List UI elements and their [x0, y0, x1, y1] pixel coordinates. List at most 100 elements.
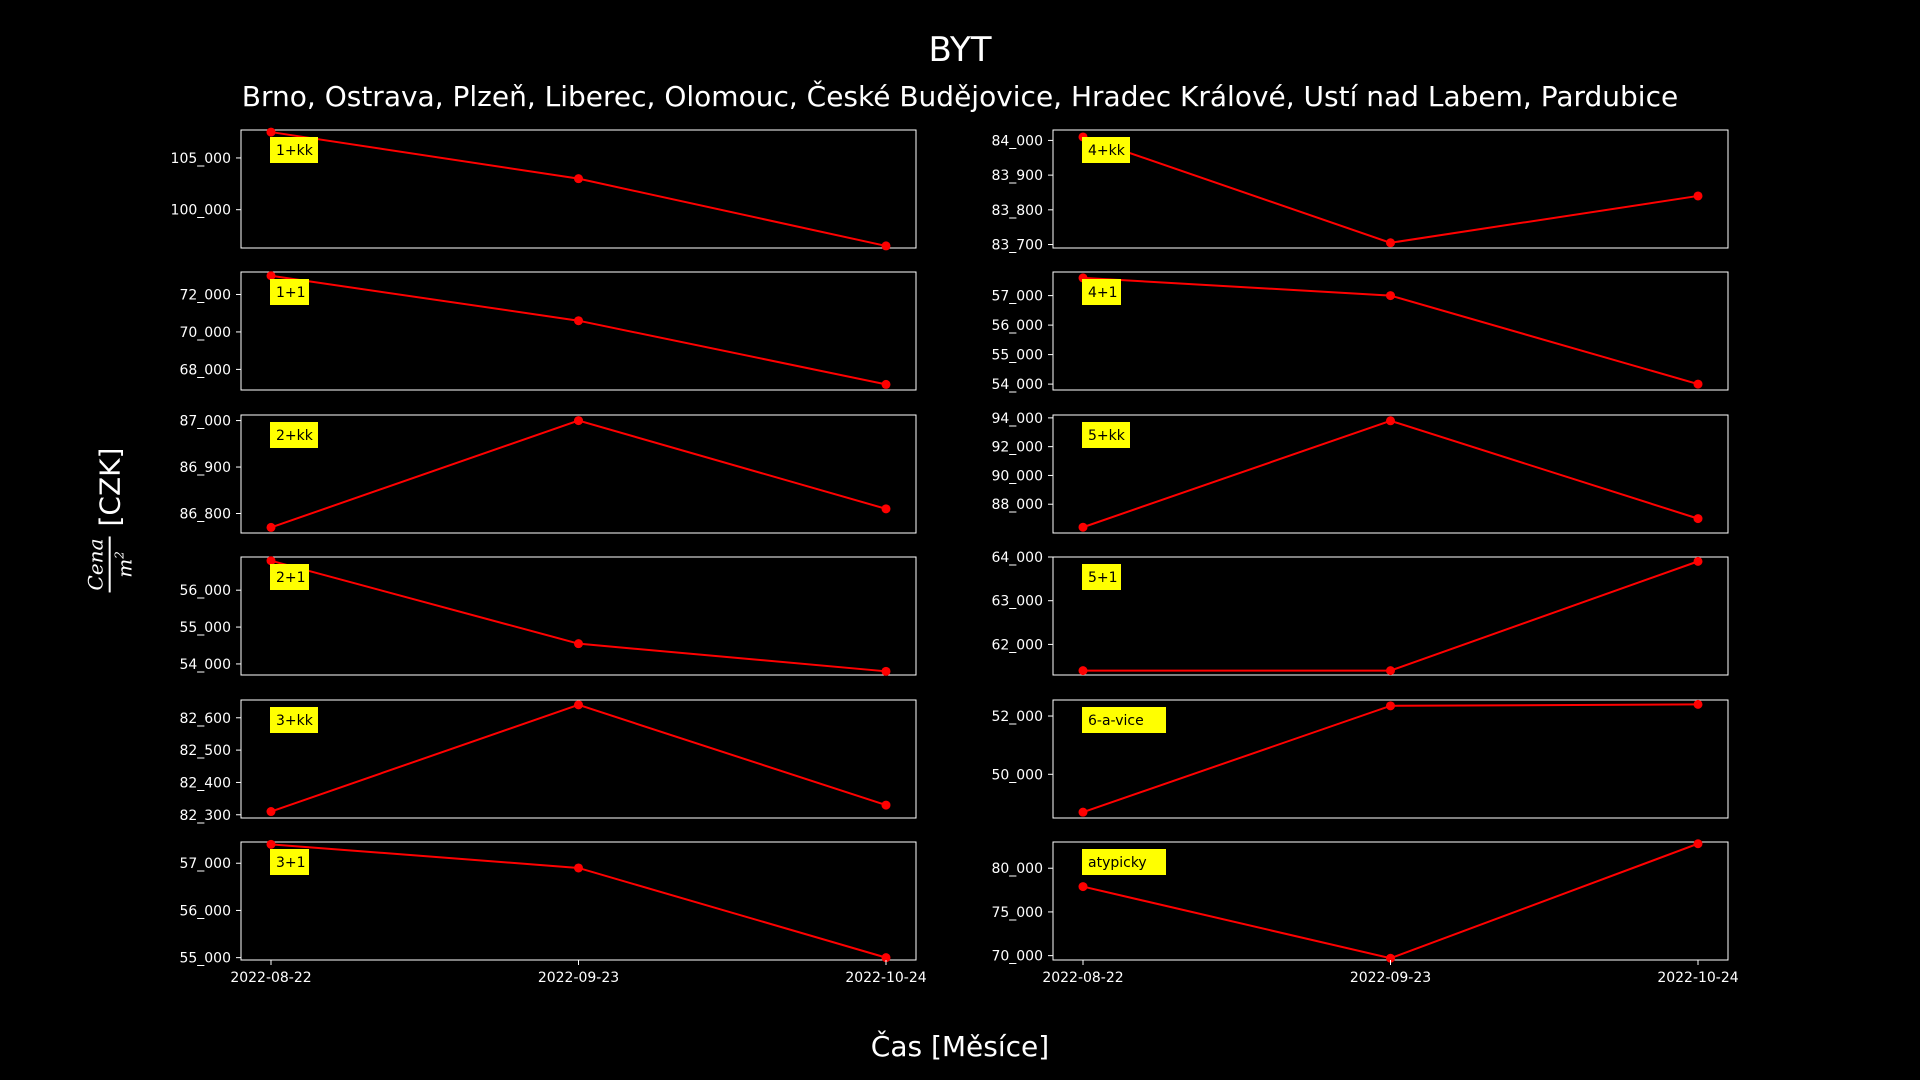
data-point-6-a-vice — [1078, 807, 1088, 817]
y-tick-label-2-kk: 86_900 — [179, 460, 231, 476]
x-tick-label-atypicky: 2022-08-22 — [1042, 970, 1123, 986]
series-badge-label-5-1: 5+1 — [1088, 570, 1118, 586]
panel-frame-5-1 — [1052, 556, 1729, 676]
series-badge-5-1 — [1082, 564, 1121, 590]
x-tick-label-3-1: 2022-08-22 — [230, 970, 311, 986]
data-point-2-kk — [266, 522, 276, 532]
data-point-3-1 — [266, 839, 276, 849]
y-tick-label-4-1: 56_000 — [991, 318, 1043, 334]
series-badge-label-1-kk: 1+kk — [276, 143, 314, 159]
y-tick-label-2-1: 55_000 — [179, 620, 231, 636]
series-badge-label-3-1: 3+1 — [276, 855, 306, 871]
y-tick-label-4-1: 57_000 — [991, 289, 1043, 305]
series-badge-atypicky — [1082, 849, 1166, 875]
series-badge-3-1 — [270, 849, 309, 875]
y-tick-label-2-1: 54_000 — [179, 657, 231, 673]
data-point-2-1 — [881, 666, 891, 676]
y-tick-label-6-a-vice: 52_000 — [991, 709, 1043, 725]
data-point-6-a-vice — [1693, 699, 1703, 709]
y-tick-label-5-1: 63_000 — [991, 594, 1043, 610]
y-tick-label-atypicky: 70_000 — [991, 949, 1043, 965]
y-tick-label-3-kk: 82_400 — [179, 775, 231, 791]
y-tick-label-4-kk: 83_800 — [991, 203, 1043, 219]
x-axis-label: Čas [Měsíce] — [870, 1030, 1050, 1063]
series-badge-5-kk — [1082, 422, 1130, 448]
series-badge-label-2-kk: 2+kk — [276, 428, 314, 444]
data-point-1-kk — [881, 241, 891, 251]
data-point-6-a-vice — [1386, 701, 1395, 711]
series-badge-label-2-1: 2+1 — [276, 570, 306, 586]
data-point-atypicky — [1693, 839, 1703, 849]
series-badge-4-kk — [1082, 137, 1130, 163]
y-tick-label-2-kk: 86_800 — [179, 506, 231, 522]
y-tick-label-4-kk: 84_000 — [991, 133, 1043, 149]
x-tick-label-atypicky: 2022-09-23 — [1350, 970, 1431, 986]
y-tick-label-5-kk: 90_000 — [991, 468, 1043, 484]
data-point-1-1 — [266, 271, 276, 281]
data-point-5-1 — [1386, 666, 1395, 676]
panel-frame-4-kk — [1052, 129, 1729, 249]
series-badge-1-kk — [270, 137, 318, 163]
panel-frame-2-1 — [240, 556, 917, 676]
y-tick-label-6-a-vice: 50_000 — [991, 767, 1043, 783]
data-point-1-kk — [574, 174, 583, 184]
data-point-4-1 — [1386, 291, 1395, 301]
y-tick-label-2-1: 56_000 — [179, 583, 231, 599]
y-tick-label-atypicky: 80_000 — [991, 861, 1043, 877]
data-point-atypicky — [1386, 953, 1395, 963]
panel-frame-4-1 — [1052, 271, 1729, 391]
data-point-1-1 — [881, 379, 891, 389]
data-point-5-kk — [1386, 416, 1395, 426]
data-point-4-kk — [1386, 238, 1395, 248]
series-badge-2-kk — [270, 422, 318, 448]
x-tick-label-atypicky: 2022-10-24 — [1657, 970, 1738, 986]
x-tick-label-3-1: 2022-09-23 — [538, 970, 619, 986]
y-tick-label-3-kk: 82_600 — [179, 711, 231, 727]
data-point-1-kk — [266, 127, 276, 137]
data-point-3-kk — [881, 800, 891, 810]
data-point-3-1 — [574, 863, 583, 873]
series-badge-6-a-vice — [1082, 707, 1166, 733]
data-point-3-1 — [881, 953, 891, 963]
y-tick-label-3-kk: 82_300 — [179, 808, 231, 824]
data-point-5-1 — [1078, 666, 1088, 676]
data-point-3-kk — [266, 807, 276, 817]
y-tick-label-3-1: 56_000 — [179, 903, 231, 919]
data-point-atypicky — [1078, 882, 1088, 892]
y-tick-label-1-kk: 105_000 — [171, 151, 231, 167]
y-tick-label-atypicky: 75_000 — [991, 905, 1043, 921]
panel-frame-5-kk — [1052, 414, 1729, 534]
panel-frame-2-kk — [240, 414, 917, 534]
y-tick-label-5-kk: 94_000 — [991, 411, 1043, 427]
data-point-2-kk — [881, 504, 891, 514]
data-point-2-1 — [266, 556, 276, 566]
series-badge-label-6-a-vice: 6-a-vice — [1088, 713, 1144, 729]
series-badge-label-5-kk: 5+kk — [1088, 428, 1126, 444]
data-point-5-kk — [1078, 522, 1088, 532]
series-badge-label-atypicky: atypicky — [1088, 855, 1147, 871]
y-tick-label-3-1: 55_000 — [179, 951, 231, 967]
y-tick-label-5-kk: 88_000 — [991, 497, 1043, 513]
data-point-5-1 — [1693, 556, 1703, 566]
y-tick-label-5-kk: 92_000 — [991, 440, 1043, 456]
data-point-2-kk — [574, 416, 583, 426]
series-badge-label-1-1: 1+1 — [276, 285, 306, 301]
y-tick-label-4-1: 54_000 — [991, 377, 1043, 393]
y-tick-label-4-1: 55_000 — [991, 348, 1043, 364]
panel-frame-1-1 — [240, 271, 917, 391]
y-tick-label-3-1: 57_000 — [179, 856, 231, 872]
y-tick-label-5-1: 62_000 — [991, 637, 1043, 653]
y-tick-label-1-1: 68_000 — [179, 362, 231, 378]
chart-title: BYT — [928, 30, 992, 70]
series-badge-label-3-kk: 3+kk — [276, 713, 314, 729]
series-badge-2-1 — [270, 564, 309, 590]
y-tick-label-1-1: 72_000 — [179, 287, 231, 303]
y-tick-label-2-kk: 87_000 — [179, 414, 231, 430]
data-point-1-1 — [574, 316, 583, 326]
y-tick-label-3-kk: 82_500 — [179, 743, 231, 759]
data-point-4-1 — [1693, 379, 1703, 389]
data-point-4-kk — [1693, 191, 1703, 201]
y-tick-label-4-kk: 83_700 — [991, 238, 1043, 254]
y-tick-label-1-1: 70_000 — [179, 325, 231, 341]
